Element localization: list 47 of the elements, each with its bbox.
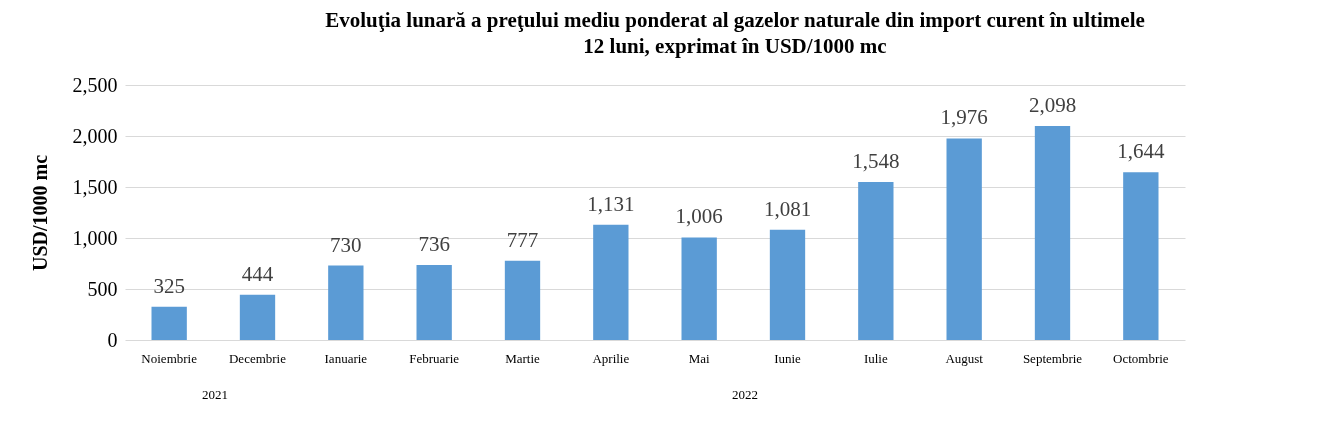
bar [504,260,541,340]
text: 2022 [732,387,759,402]
bar [239,294,276,340]
data-label: 777 [506,227,539,252]
x-tick-label: Iulie [863,350,888,366]
data-label: 1,548 [852,149,900,174]
bar [1123,172,1159,340]
data-label: 1,131 [587,191,635,216]
y-tick-label: 1,500 [72,175,118,198]
bar [1034,126,1071,340]
x-tick-label: Octombrie [1113,350,1169,366]
bar [946,138,982,340]
data-label: 736 [418,231,450,256]
x-tick-label: August [945,350,984,366]
x-tick-label: Decembrie [228,350,287,366]
x-tick-label: Aprilie [592,350,630,366]
data-label: 1,644 [1117,139,1165,164]
x-tick-label: Mai [688,350,711,366]
x-tick-label: Noiembrie [141,350,198,366]
bar [858,182,894,340]
text: 12 luni, exprimat în USD/1000 mc [583,34,887,58]
y-tick-label: 2,000 [72,124,118,147]
y-tick-label: 500 [87,277,118,300]
data-label: 1,006 [675,204,723,229]
y-tick-label: 1,000 [72,226,118,249]
bar [769,229,806,340]
y-tick-label: 2,500 [72,73,118,96]
x-tick-label: Iunie [774,350,802,366]
bar [681,237,717,340]
bar [151,306,187,340]
data-label: 325 [153,273,185,298]
data-label: 444 [241,261,274,286]
text: Evoluţia lunară a preţului mediu ponderat al gazelor naturale din import curent în ultimele [325,8,1145,32]
x-tick-label: Februarie [409,350,460,366]
bar [328,265,364,340]
text: 2021 [202,387,229,402]
y-axis-title: USD/1000 mc [28,154,51,272]
data-label: 730 [330,232,362,257]
bar [593,224,629,340]
x-tick-label: Septembrie [1022,350,1083,366]
y-tick-label: 0 [107,328,118,351]
data-label: 1,976 [940,105,988,130]
x-tick-label: Martie [505,350,541,366]
bar [416,264,452,340]
data-label: 2,098 [1028,93,1077,117]
data-label: 1,081 [763,196,812,221]
x-tick-label: Ianuarie [324,350,368,366]
